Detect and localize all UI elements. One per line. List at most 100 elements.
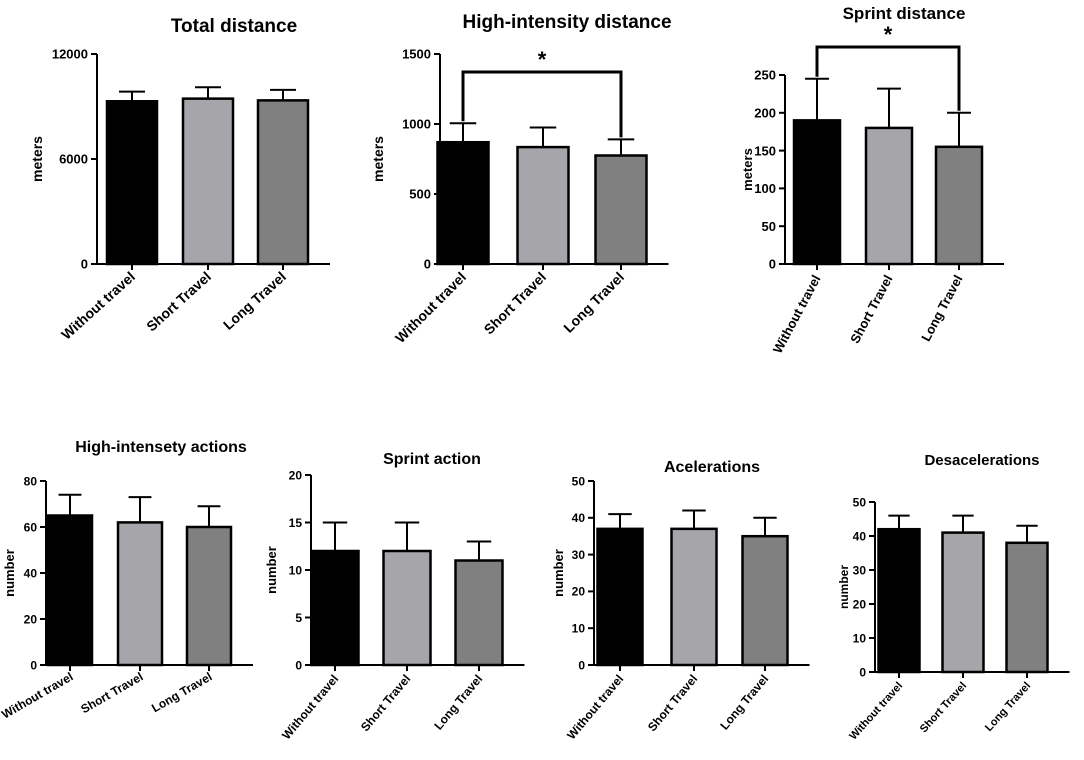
y-tick-label: 50 <box>853 495 867 509</box>
y-tick-label: 12000 <box>52 47 88 62</box>
bar-short-travel <box>116 521 164 667</box>
x-tick-label: Long Travel <box>717 672 771 733</box>
chart-title: High-intensity distance <box>462 12 671 33</box>
chart-panel-7: Desacelerations number 0 10 20 30 40 50 Without … <box>837 452 1070 742</box>
bar-without-travel <box>792 119 842 266</box>
y-tick-label: 20 <box>572 585 586 599</box>
y-tick-label: 10 <box>853 631 867 645</box>
y-tick-label: 40 <box>572 511 586 525</box>
bar-long-travel <box>454 559 504 667</box>
chart-title: Sprint distance <box>843 4 966 23</box>
bar-long-travel <box>934 145 984 266</box>
y-tick-label: 100 <box>754 181 776 196</box>
chart-title: Sprint action <box>383 451 481 468</box>
chart-panel-6: Acelerations number 0 10 20 30 40 50 Without tra… <box>551 459 810 742</box>
x-tick-label: Without travel <box>392 269 469 346</box>
y-axis-label: number <box>837 565 851 609</box>
y-tick-label: 0 <box>859 665 866 679</box>
chart-title: High-intensety actions <box>75 439 247 456</box>
x-tick-label: Long Travel <box>220 268 289 332</box>
y-tick-label: 0 <box>578 658 585 672</box>
y-axis-label: number <box>264 546 279 594</box>
y-tick-label: 0 <box>81 257 88 272</box>
y-tick-label: 30 <box>572 548 586 562</box>
chart-title: Acelerations <box>664 459 760 476</box>
y-axis-label: meters <box>740 148 755 191</box>
chart-title: Total distance <box>171 16 297 37</box>
chart-panel-1: Total distance meters 0 6000 12000 Without tr… <box>29 16 330 343</box>
x-tick-label: Short Travel <box>481 269 550 338</box>
y-tick-label: 20 <box>853 597 867 611</box>
x-tick-label: Without travel <box>847 680 905 742</box>
bar-short-travel <box>516 145 570 266</box>
y-tick-label: 0 <box>30 658 37 672</box>
bar-short-travel <box>181 97 235 266</box>
x-tick-label: Short Travel <box>847 272 896 345</box>
y-tick-label: 1000 <box>402 117 431 132</box>
x-tick-label: Long Travel <box>149 669 214 715</box>
y-tick-label: 20 <box>289 468 303 482</box>
x-tick-label: Short Travel <box>143 268 214 334</box>
chart-panel-2: High-intensity distance meters 0 500 1000 150… <box>370 12 672 346</box>
x-tick-label: Without travel <box>564 672 626 742</box>
y-tick-label: 200 <box>754 105 776 120</box>
significance-marker: * <box>538 47 547 72</box>
y-tick-label: 30 <box>853 563 867 577</box>
y-tick-label: 5 <box>295 611 302 625</box>
y-axis-label: meters <box>370 136 386 182</box>
y-tick-label: 500 <box>409 187 431 202</box>
y-tick-label: 10 <box>289 563 303 577</box>
bar-without-travel <box>877 527 921 674</box>
x-tick-label: Long Travel <box>918 272 966 343</box>
bar-short-travel <box>941 531 985 674</box>
bar-short-travel <box>670 527 718 667</box>
y-tick-label: 50 <box>572 474 586 488</box>
y-axis-label: number <box>551 549 566 597</box>
y-tick-label: 15 <box>289 516 303 530</box>
y-tick-label: 0 <box>769 257 776 272</box>
y-tick-label: 20 <box>24 612 38 626</box>
bar-short-travel <box>864 126 914 266</box>
x-tick-label: Short Travel <box>78 669 145 716</box>
y-tick-label: 80 <box>24 474 38 488</box>
y-tick-label: 50 <box>762 219 776 234</box>
y-tick-label: 40 <box>853 529 867 543</box>
x-tick-label: Without travel <box>58 268 138 342</box>
y-tick-label: 60 <box>24 520 38 534</box>
significance-bracket <box>815 45 961 111</box>
x-tick-label: Long Travel <box>983 680 1033 734</box>
y-tick-label: 6000 <box>59 152 88 167</box>
chart-panel-5: Sprint action number 0 5 10 15 20 Without trave… <box>264 451 525 742</box>
x-tick-label: Short Travel <box>358 672 413 734</box>
y-tick-label: 10 <box>572 622 586 636</box>
x-tick-label: Long Travel <box>431 672 485 733</box>
x-tick-label: Short Travel <box>918 680 969 735</box>
bar-long-travel <box>256 99 310 266</box>
y-tick-label: 250 <box>754 68 776 83</box>
x-tick-label: Without travel <box>770 272 824 355</box>
significance-marker: * <box>884 22 893 47</box>
y-tick-label: 0 <box>295 658 302 672</box>
chart-panel-3: Sprint distance meters 0 50 100 150 200 250 With… <box>740 4 1004 356</box>
bar-without-travel <box>596 527 644 667</box>
bar-without-travel <box>46 514 94 667</box>
x-tick-label: Without travel <box>0 669 76 721</box>
bar-without-travel <box>105 100 159 266</box>
bar-long-travel <box>1005 541 1049 674</box>
y-axis-label: number <box>2 549 17 597</box>
significance-bracket <box>461 70 623 138</box>
bar-long-travel <box>741 534 789 667</box>
y-tick-label: 40 <box>24 566 38 580</box>
x-tick-label: Short Travel <box>645 672 700 734</box>
bar-long-travel <box>594 154 648 266</box>
x-tick-label: Without travel <box>279 672 341 742</box>
bar-short-travel <box>382 549 432 667</box>
y-tick-label: 0 <box>424 257 431 272</box>
x-tick-label: Long Travel <box>560 269 627 336</box>
bar-without-travel <box>310 549 360 667</box>
bar-without-travel <box>436 140 490 266</box>
bar-long-travel <box>185 525 233 667</box>
chart-panel-4: High-intensety actions number 0 20 40 60 80 Wit… <box>0 439 253 722</box>
y-tick-label: 1500 <box>402 47 431 62</box>
